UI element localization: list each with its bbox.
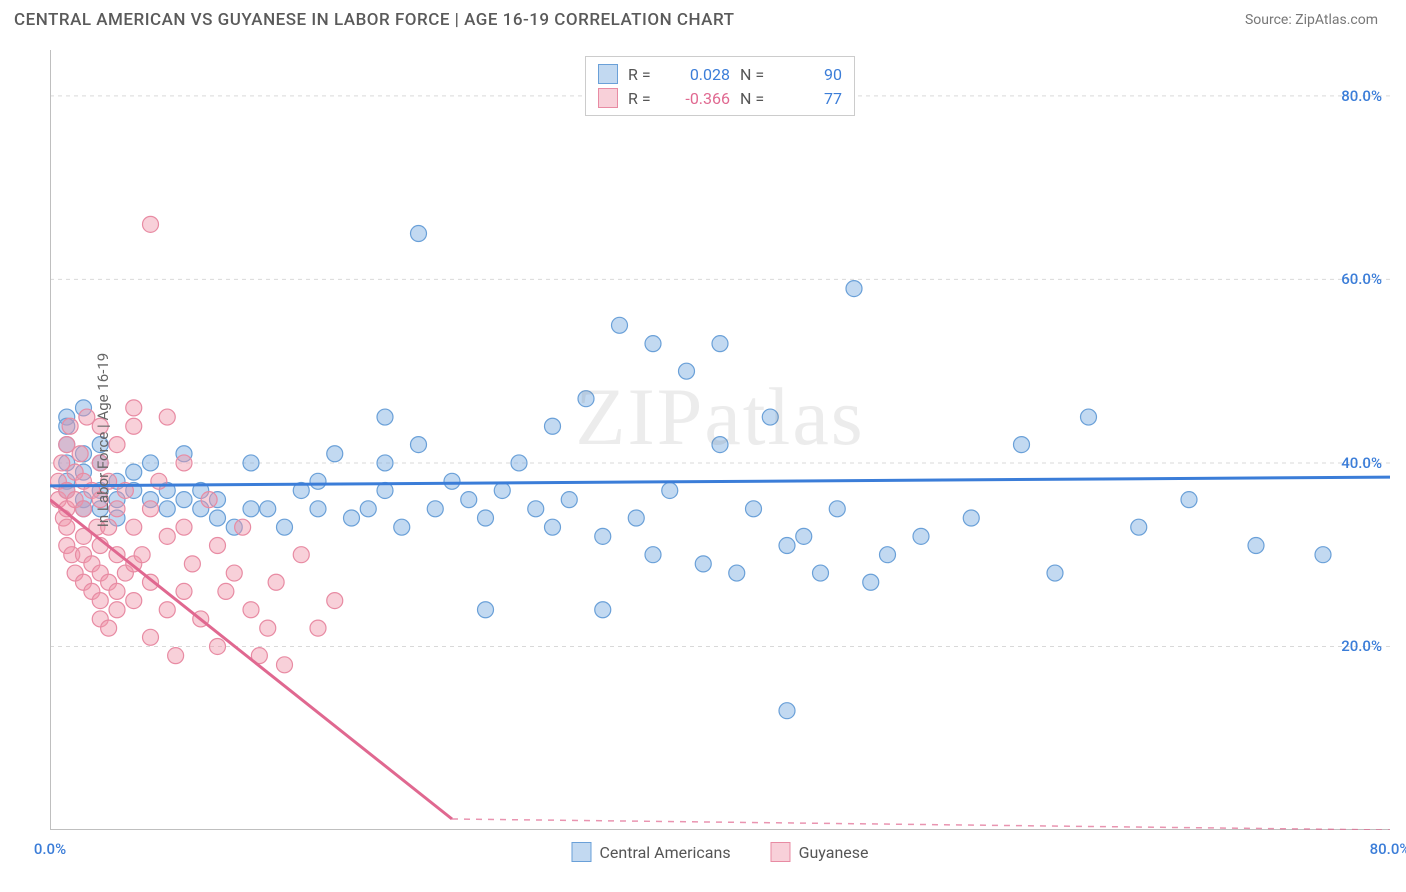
scatter-plot bbox=[50, 50, 1390, 830]
series-legend-label: Guyanese bbox=[799, 843, 869, 862]
legend-swatch bbox=[598, 88, 618, 108]
legend-n-value: 77 bbox=[778, 89, 842, 108]
x-tick-label: 0.0% bbox=[34, 840, 66, 858]
chart-header: CENTRAL AMERICAN VS GUYANESE IN LABOR FO… bbox=[0, 0, 1406, 36]
legend-r-value: 0.028 bbox=[666, 65, 730, 84]
y-axis-label: In Labor Force | Age 16-19 bbox=[94, 353, 112, 527]
correlation-legend: R = 0.028 N = 90 R = -0.366 N = 77 bbox=[585, 56, 855, 116]
x-tick-label: 80.0% bbox=[1370, 840, 1406, 858]
legend-swatch bbox=[598, 64, 618, 84]
series-legend-item: Central Americans bbox=[571, 842, 730, 862]
y-tick-label: 20.0% bbox=[1341, 637, 1382, 655]
legend-n-label: N = bbox=[740, 89, 768, 108]
legend-n-label: N = bbox=[740, 65, 768, 84]
legend-r-label: R = bbox=[628, 89, 656, 108]
legend-swatch bbox=[771, 842, 791, 862]
series-legend-item: Guyanese bbox=[771, 842, 869, 862]
chart-source: Source: ZipAtlas.com bbox=[1245, 12, 1378, 28]
chart-title: CENTRAL AMERICAN VS GUYANESE IN LABOR FO… bbox=[14, 10, 734, 30]
series-legend: Central Americans Guyanese bbox=[571, 842, 868, 862]
series-legend-label: Central Americans bbox=[599, 843, 730, 862]
y-tick-label: 80.0% bbox=[1341, 87, 1382, 105]
legend-n-value: 90 bbox=[778, 65, 842, 84]
legend-swatch bbox=[571, 842, 591, 862]
legend-r-label: R = bbox=[628, 65, 656, 84]
y-tick-label: 60.0% bbox=[1341, 270, 1382, 288]
legend-row: R = -0.366 N = 77 bbox=[598, 86, 842, 110]
legend-row: R = 0.028 N = 90 bbox=[598, 62, 842, 86]
y-tick-label: 40.0% bbox=[1341, 454, 1382, 472]
chart-area: In Labor Force | Age 16-19 ZIPatlas R =0… bbox=[50, 50, 1390, 830]
legend-r-value: -0.366 bbox=[666, 89, 730, 108]
